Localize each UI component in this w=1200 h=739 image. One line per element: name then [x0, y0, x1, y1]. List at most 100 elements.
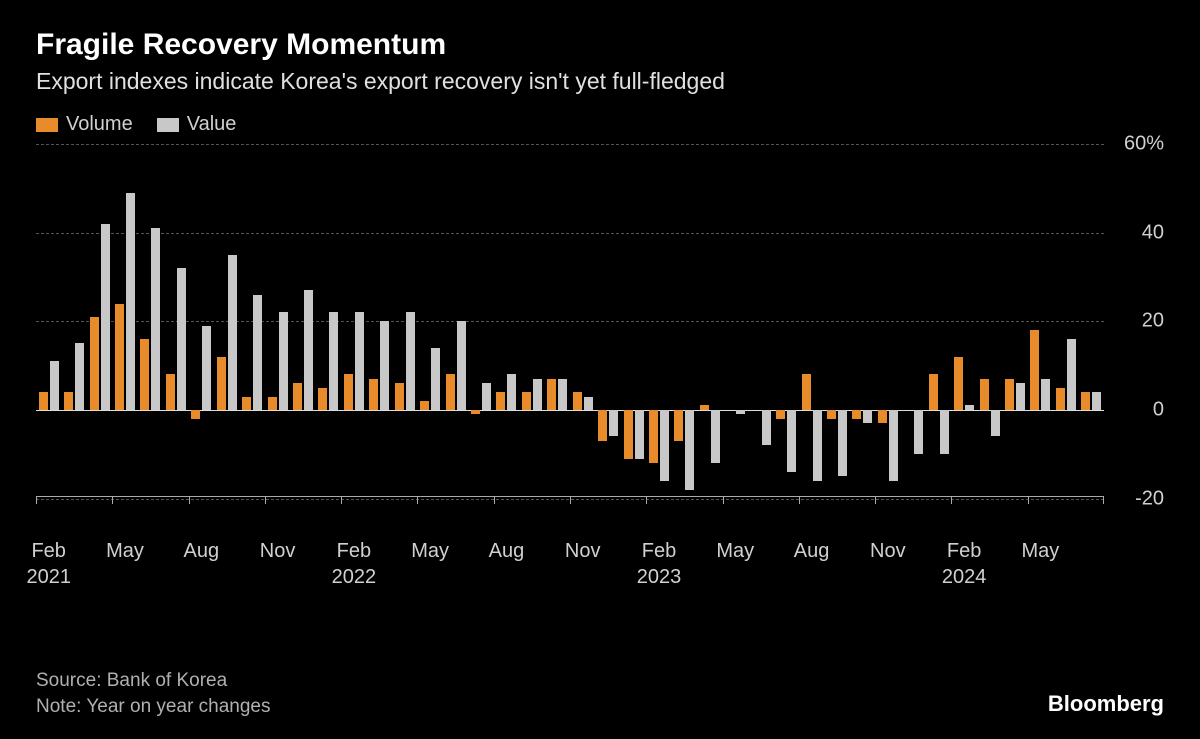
bar-volume	[166, 374, 175, 409]
bar-value	[431, 348, 440, 410]
bar-value	[101, 224, 110, 410]
bar-value	[457, 321, 466, 410]
bar-value	[304, 290, 313, 410]
legend-label-value: Value	[187, 113, 237, 136]
y-tick-label: 20	[1108, 310, 1164, 333]
x-tick	[1028, 496, 1029, 504]
bar-volume	[318, 388, 327, 410]
x-tick	[494, 496, 495, 504]
bar-value	[355, 312, 364, 410]
chart-area: -200204060%	[36, 144, 1164, 534]
bar-value	[914, 410, 923, 454]
bar-volume	[649, 410, 658, 463]
y-tick-label: 40	[1108, 221, 1164, 244]
bar-volume	[64, 392, 73, 410]
bar-value	[75, 343, 84, 409]
bar-value	[940, 410, 949, 454]
grid-line	[36, 233, 1104, 234]
bar-volume	[802, 374, 811, 409]
y-tick-label: 0	[1108, 398, 1164, 421]
x-tick	[36, 496, 37, 504]
bar-volume	[39, 392, 48, 410]
bar-volume	[496, 392, 505, 410]
x-tick-label: Feb2023	[637, 538, 682, 590]
x-tick	[189, 496, 190, 504]
brand-logo: Bloomberg	[1048, 691, 1164, 717]
bar-volume	[395, 383, 404, 410]
legend-swatch-value	[157, 118, 179, 132]
x-tick	[341, 496, 342, 504]
plot-area	[36, 144, 1104, 534]
x-tick-label: Aug	[489, 538, 525, 564]
bar-value	[685, 410, 694, 490]
bar-value	[126, 193, 135, 410]
bar-value	[406, 312, 415, 410]
x-tick	[799, 496, 800, 504]
y-tick-label: -20	[1108, 487, 1164, 510]
bar-value	[863, 410, 872, 423]
bar-value	[635, 410, 644, 459]
bar-volume	[191, 410, 200, 419]
bar-volume	[471, 410, 480, 414]
legend: Volume Value	[36, 113, 1164, 136]
bar-volume	[369, 379, 378, 410]
x-tick	[646, 496, 647, 504]
source-text: Source: Bank of Korea	[36, 668, 271, 695]
bar-value	[1016, 383, 1025, 410]
legend-swatch-volume	[36, 118, 58, 132]
chart-title: Fragile Recovery Momentum	[36, 28, 1164, 62]
x-tick-label: May	[1022, 538, 1060, 564]
x-tick	[570, 496, 571, 504]
bar-value	[660, 410, 669, 481]
bar-volume	[624, 410, 633, 459]
bar-volume	[852, 410, 861, 419]
bar-value	[558, 379, 567, 410]
x-tick-label: Nov	[870, 538, 906, 564]
bar-volume	[217, 357, 226, 410]
bar-volume	[242, 397, 251, 410]
bar-volume	[878, 410, 887, 423]
bar-volume	[929, 374, 938, 409]
bar-value	[838, 410, 847, 476]
bar-value	[711, 410, 720, 463]
x-axis-labels: Feb2021MayAugNovFeb2022MayAugNovFeb2023M…	[36, 538, 1104, 596]
legend-item-volume: Volume	[36, 113, 133, 136]
bar-volume	[1030, 330, 1039, 410]
bar-value	[533, 379, 542, 410]
x-tick-label: Feb2022	[332, 538, 377, 590]
bar-value	[177, 268, 186, 410]
x-tick-label: May	[411, 538, 449, 564]
bar-value	[482, 383, 491, 410]
x-tick	[112, 496, 113, 504]
x-tick-label: May	[106, 538, 144, 564]
x-tick-label: Feb2021	[26, 538, 71, 590]
bar-volume	[115, 304, 124, 410]
bar-volume	[954, 357, 963, 410]
bar-value	[151, 228, 160, 410]
x-tick-label: Feb2024	[942, 538, 987, 590]
bar-volume	[344, 374, 353, 409]
bar-volume	[980, 379, 989, 410]
bar-volume	[268, 397, 277, 410]
bar-volume	[547, 379, 556, 410]
bar-volume	[446, 374, 455, 409]
x-tick-label: May	[716, 538, 754, 564]
bar-value	[253, 295, 262, 410]
legend-label-volume: Volume	[66, 113, 133, 136]
bar-volume	[420, 401, 429, 410]
bar-volume	[573, 392, 582, 410]
bar-value	[1041, 379, 1050, 410]
bar-volume	[700, 405, 709, 409]
grid-line	[36, 321, 1104, 322]
bar-volume	[140, 339, 149, 410]
x-tick	[723, 496, 724, 504]
bar-value	[762, 410, 771, 445]
bar-value	[584, 397, 593, 410]
bar-volume	[1056, 388, 1065, 410]
bar-value	[889, 410, 898, 481]
x-tick-label: Nov	[565, 538, 601, 564]
bar-value	[329, 312, 338, 410]
bar-volume	[674, 410, 683, 441]
x-tick	[265, 496, 266, 504]
x-tick-label: Aug	[794, 538, 830, 564]
